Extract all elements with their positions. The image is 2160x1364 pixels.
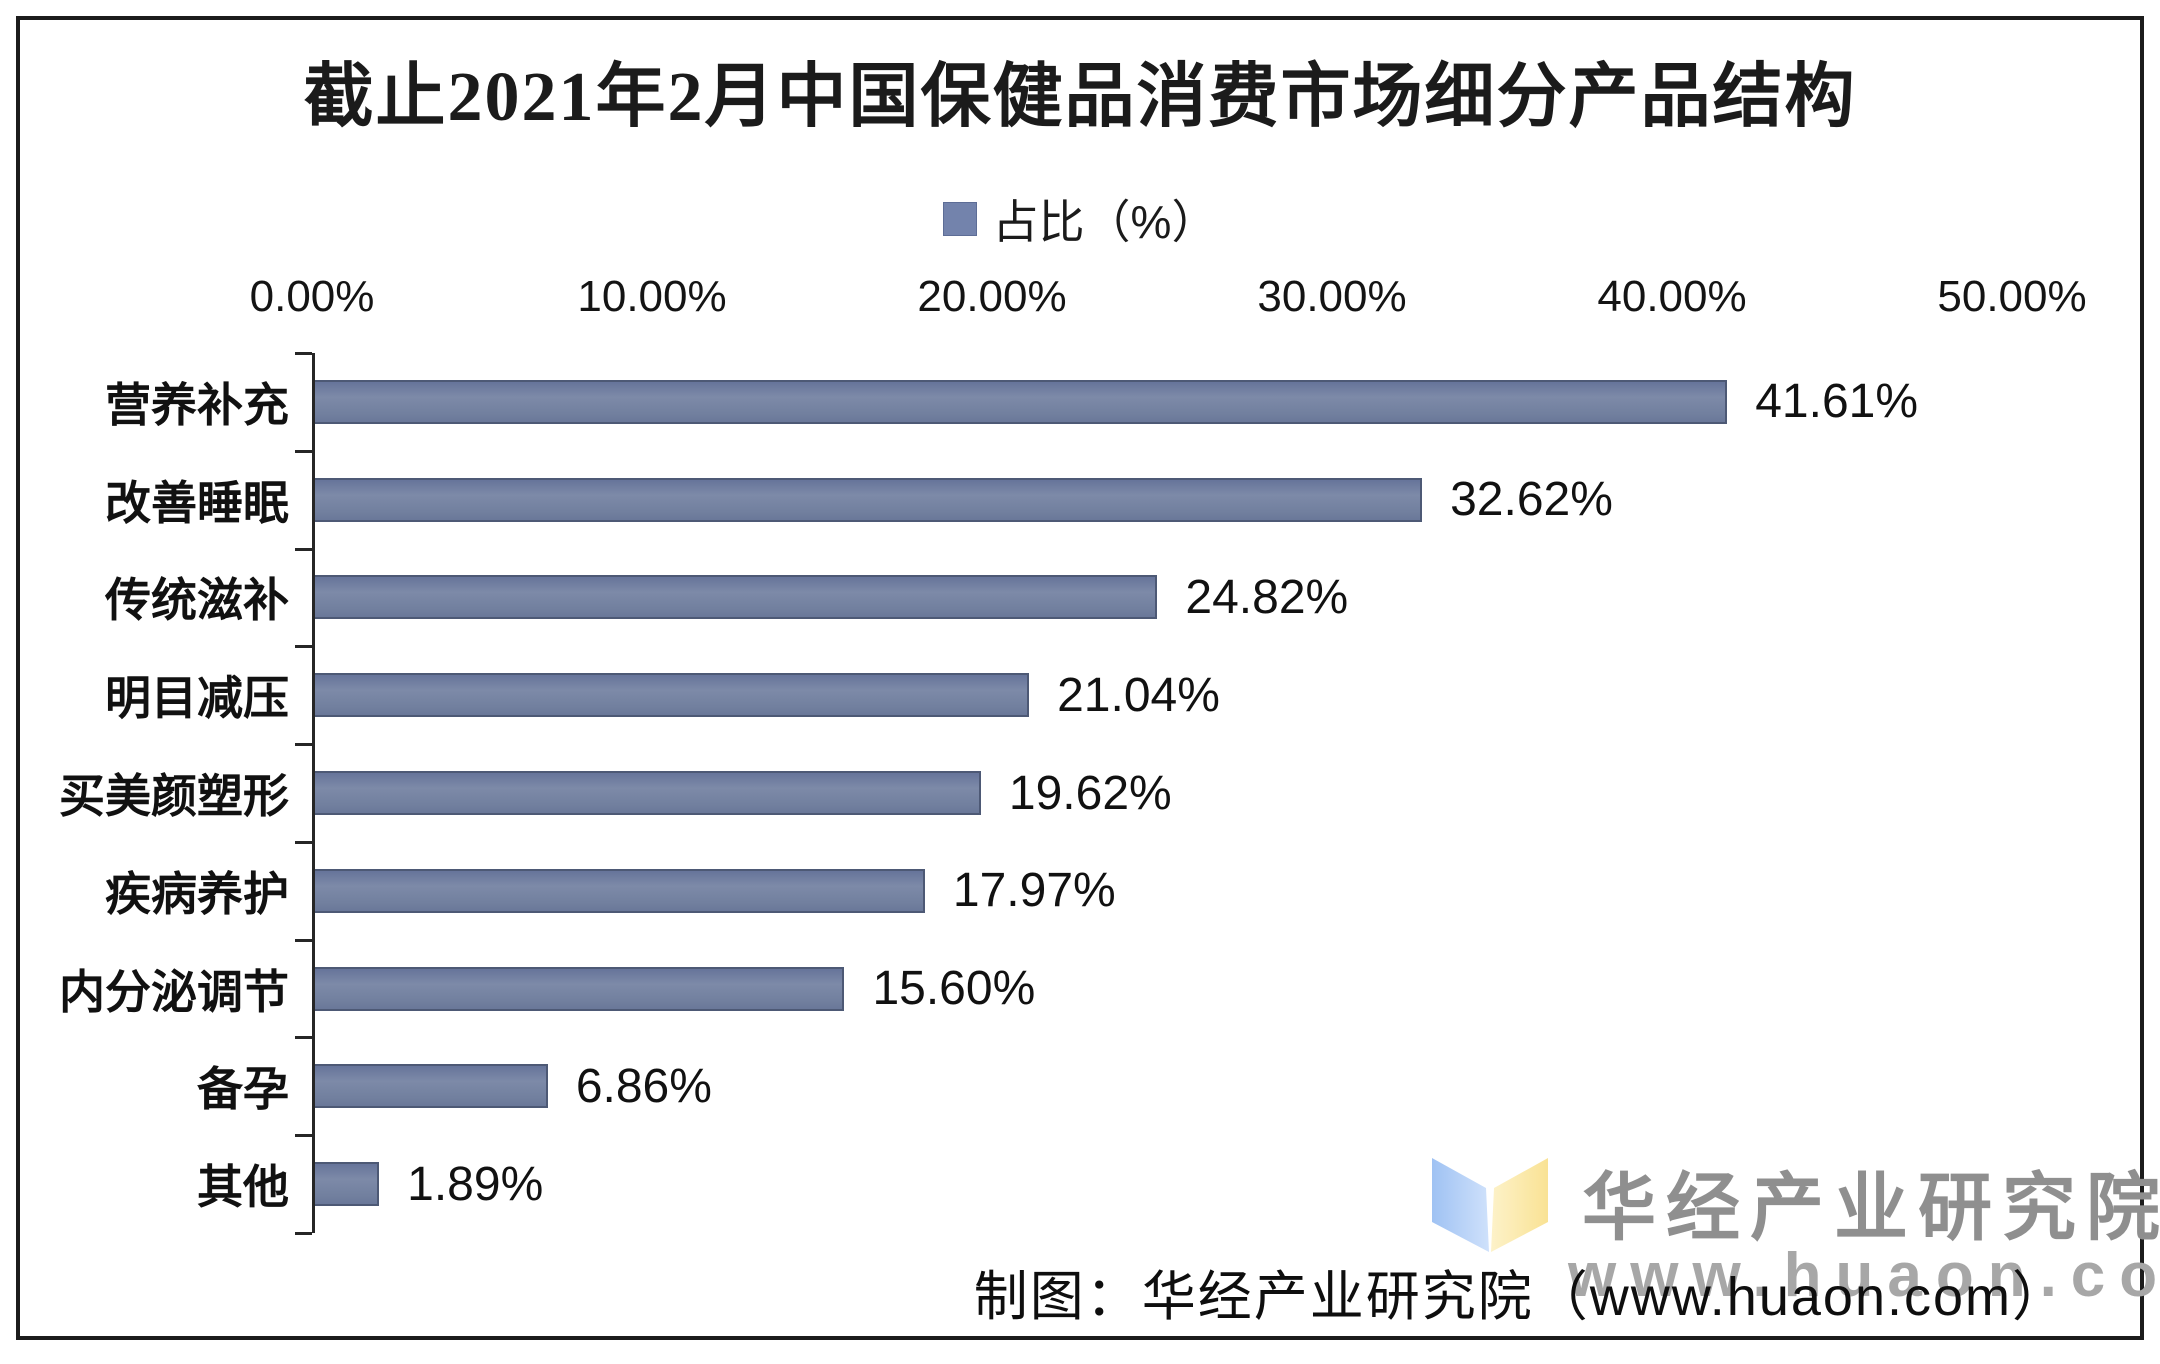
category-label: 买美颜塑形: [59, 770, 289, 823]
bar: [315, 379, 1728, 424]
bar-row: 内分泌调节 15.60%: [59, 940, 2012, 1038]
chart-title: 截止2021年2月中国保健品消费市场细分产品结构: [303, 59, 1857, 136]
category-label: 改善睡眠: [105, 476, 289, 529]
x-tick-label: 20.00%: [917, 272, 1067, 321]
watermark-url-text: www.huaon.com: [1568, 1241, 2160, 1310]
bar-row: 买美颜塑形 19.62%: [59, 744, 2012, 842]
bar-row: 其他 1.89%: [197, 1135, 2012, 1233]
y-axis-tick: [295, 1036, 312, 1040]
value-label: 15.60%: [872, 962, 1036, 1016]
x-tick-label: 0.00%: [249, 272, 375, 321]
bar: [315, 966, 845, 1011]
x-tick-label: 10.00%: [577, 272, 727, 321]
value-label: 41.61%: [1755, 375, 1919, 429]
legend: 占比（%）: [0, 186, 2160, 252]
y-axis-tick: [295, 352, 312, 355]
source-caption: 制图：华经产业研究院（www.huaon.com）: [973, 1267, 2068, 1327]
legend-swatch-icon: [942, 202, 977, 236]
value-label: 1.89%: [407, 1157, 544, 1211]
watermark-org-text: 华经产业研究院: [1582, 1166, 2160, 1249]
value-label: 21.04%: [1057, 668, 1220, 722]
y-axis-tick: [295, 1134, 312, 1138]
bar-row: 明目减压 21.04%: [105, 646, 2012, 744]
y-axis-tick: [295, 1232, 312, 1235]
bar-row: 改善睡眠 32.62%: [105, 451, 2012, 549]
bar: [315, 575, 1158, 620]
category-label: 疾病养护: [105, 867, 289, 920]
legend-label: 占比（%）: [992, 196, 1218, 248]
bar-row: 疾病养护 17.97%: [105, 842, 2012, 940]
x-tick-label: 40.00%: [1597, 272, 1747, 321]
category-label: 备孕: [197, 1063, 289, 1116]
y-axis-tick: [295, 645, 312, 649]
bar-row: 传统滋补 24.82%: [105, 549, 2012, 647]
bar: [315, 868, 925, 913]
bar: [315, 771, 981, 816]
category-label: 营养补充: [105, 378, 289, 431]
value-label: 6.86%: [575, 1059, 712, 1113]
y-axis-tick: [295, 743, 312, 747]
bar: [315, 673, 1030, 718]
category-label: 传统滋补: [105, 574, 289, 627]
category-label: 内分泌调节: [59, 965, 289, 1018]
value-label: 24.82%: [1185, 570, 1349, 624]
plot-area: 营养补充 41.61% 改善睡眠 32.62% 传统滋补 24.82% 明目减压 21.04%…: [59, 352, 2012, 1235]
bar-row: 备孕 6.86%: [197, 1037, 2012, 1135]
category-label: 其他: [197, 1161, 289, 1214]
x-axis: 0.00% 10.00% 20.00% 30.00% 40.00% 50.00%: [0, 272, 2160, 332]
bar: [315, 477, 1423, 522]
category-label: 明目减压: [105, 672, 289, 725]
x-tick-label: 50.00%: [1937, 272, 2087, 321]
huaon-book-logo-icon: [1432, 1158, 1548, 1252]
value-label: 17.97%: [952, 864, 1116, 918]
y-axis-tick: [295, 938, 312, 942]
y-axis-tick: [295, 840, 312, 844]
value-label: 32.62%: [1450, 473, 1613, 527]
bar: [315, 1162, 380, 1207]
y-axis-tick: [295, 547, 312, 551]
x-tick-label: 30.00%: [1257, 272, 1407, 321]
bar-row: 营养补充 41.61%: [105, 353, 2012, 451]
value-label: 19.62%: [1008, 766, 1172, 820]
bar: [315, 1064, 548, 1109]
y-axis-tick: [295, 449, 312, 453]
